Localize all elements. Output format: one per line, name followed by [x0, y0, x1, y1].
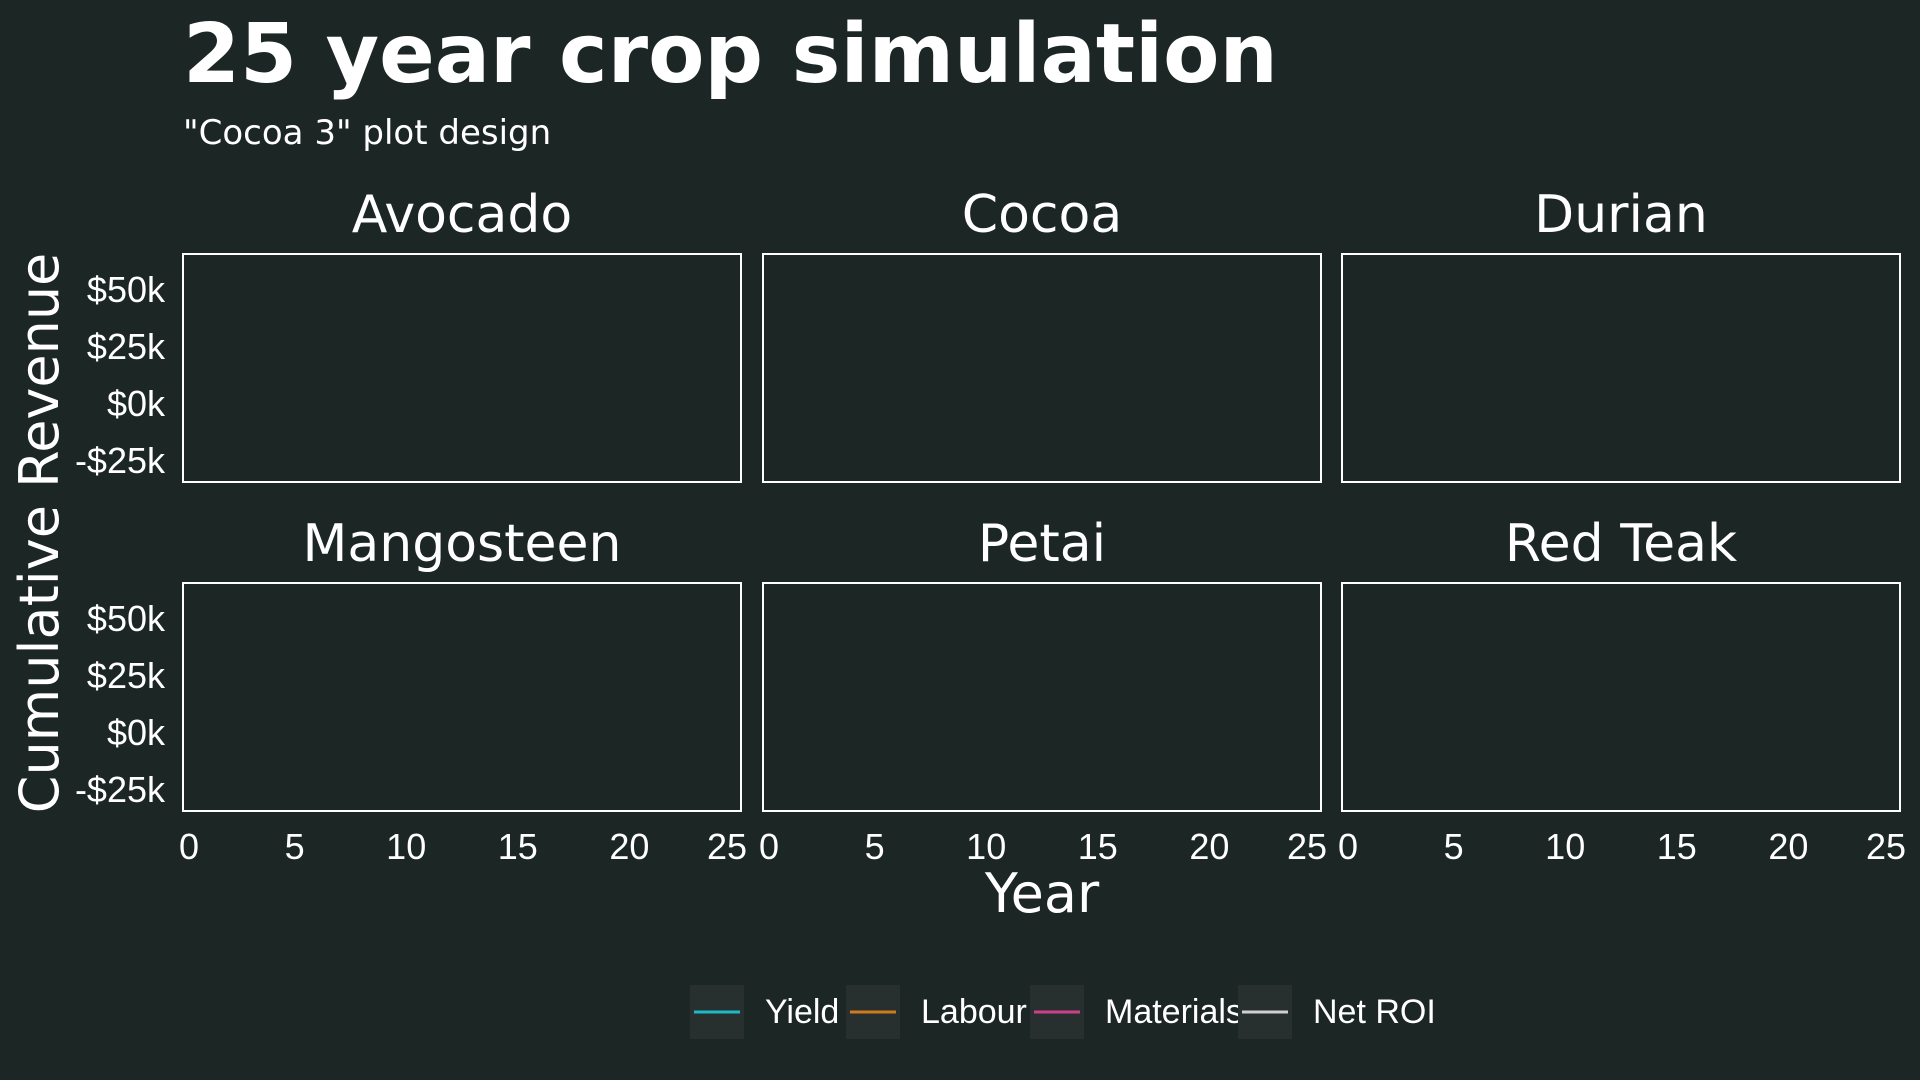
chart-title: 25 year crop simulation	[183, 7, 1278, 102]
facet-label-petai: Petai	[978, 514, 1106, 574]
y-tick-label: $25k	[87, 655, 166, 696]
y-tick-label: $0k	[107, 712, 166, 753]
x-axis-title: Year	[984, 862, 1100, 925]
facet-label-durian: Durian	[1534, 185, 1708, 245]
legend-label-net-roi: Net ROI	[1313, 993, 1436, 1031]
x-tick-label: 20	[1768, 826, 1808, 867]
facet-label-cocoa: Cocoa	[962, 185, 1122, 245]
facet-label-mangosteen: Mangosteen	[303, 514, 622, 574]
x-tick-label: 20	[1189, 826, 1229, 867]
x-tick-label: 5	[1444, 826, 1464, 867]
panel-petai	[762, 582, 1322, 812]
x-tick-label: 10	[966, 826, 1006, 867]
x-tick-label: 15	[1657, 826, 1697, 867]
facet-label-red-teak: Red Teak	[1505, 514, 1737, 574]
x-tick-label: 5	[865, 826, 885, 867]
legend-label-labour: Labour	[921, 993, 1027, 1031]
y-tick-label: -$25k	[75, 440, 166, 481]
panel-cocoa	[762, 253, 1322, 483]
panel-avocado	[182, 253, 742, 483]
y-tick-label: $0k	[107, 383, 166, 424]
y-tick-label: $50k	[87, 269, 166, 310]
x-tick-label: 0	[759, 826, 779, 867]
x-tick-label: 20	[609, 826, 649, 867]
legend-label-yield: Yield	[765, 993, 839, 1031]
y-tick-label: -$25k	[75, 769, 166, 810]
facet-label-avocado: Avocado	[352, 185, 572, 245]
panel-red-teak	[1341, 582, 1901, 812]
legend-label-materials: Materials	[1105, 993, 1243, 1031]
panel-mangosteen	[182, 582, 742, 812]
y-tick-label: $25k	[87, 326, 166, 367]
y-tick-label: $50k	[87, 598, 166, 639]
x-tick-label: 0	[179, 826, 199, 867]
x-tick-label: 15	[498, 826, 538, 867]
x-tick-label: 10	[386, 826, 426, 867]
x-tick-label: 25	[1287, 826, 1327, 867]
y-axis-title: Cumulative Revenue	[8, 253, 71, 814]
panel-durian	[1341, 253, 1901, 483]
x-tick-label: 15	[1078, 826, 1118, 867]
x-tick-label: 0	[1338, 826, 1358, 867]
x-tick-label: 5	[285, 826, 305, 867]
chart-subtitle: "Cocoa 3" plot design	[183, 113, 551, 153]
x-tick-label: 25	[1866, 826, 1906, 867]
x-tick-label: 25	[707, 826, 747, 867]
x-tick-label: 10	[1545, 826, 1585, 867]
